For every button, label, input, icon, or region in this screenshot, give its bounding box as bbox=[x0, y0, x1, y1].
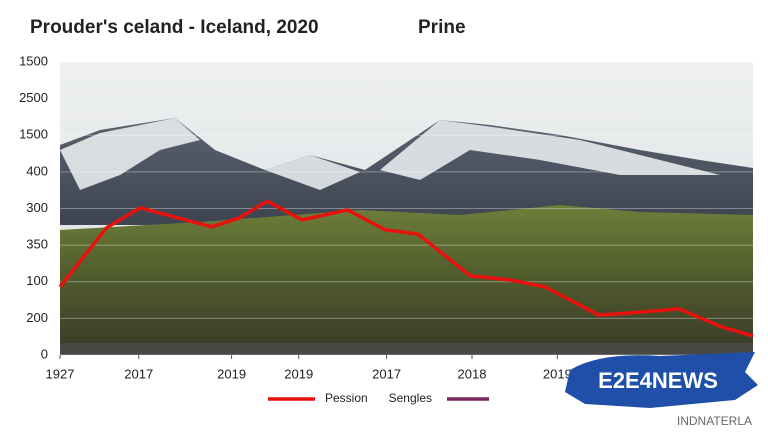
x-tick-label: 2017 bbox=[124, 366, 153, 381]
y-tick-label: 2500 bbox=[19, 90, 48, 105]
series-line bbox=[58, 199, 754, 338]
y-tick-label: 1500 bbox=[19, 53, 48, 68]
logo: E2E4NEWS bbox=[565, 352, 758, 408]
chart-subtitle: Prine bbox=[418, 17, 466, 38]
x-tick-label: 2019 bbox=[217, 366, 246, 381]
caption: INDNATERLA bbox=[677, 414, 752, 428]
x-tick-label: 2017 bbox=[372, 366, 401, 381]
x-tick-label: 2018 bbox=[458, 366, 487, 381]
legend-label: Pession bbox=[325, 391, 368, 405]
logo-text: E2E4NEWS bbox=[598, 368, 718, 393]
x-tick-label: 2019 bbox=[543, 366, 572, 381]
y-tick-label: 350 bbox=[26, 237, 48, 252]
y-tick-label: 300 bbox=[26, 200, 48, 215]
x-tick-label: 1927 bbox=[46, 366, 75, 381]
y-tick-label: 1500 bbox=[19, 127, 48, 142]
x-tick-label: 2019 bbox=[284, 366, 313, 381]
y-tick-label: 100 bbox=[26, 273, 48, 288]
chart-title: Prouder's celand - Iceland, 2020 bbox=[30, 17, 319, 38]
y-tick-label: 0 bbox=[41, 346, 48, 361]
background-photo bbox=[60, 62, 753, 355]
legend-label: Sengles bbox=[389, 391, 432, 405]
y-tick-label: 200 bbox=[26, 310, 48, 325]
y-tick-label: 400 bbox=[26, 163, 48, 178]
